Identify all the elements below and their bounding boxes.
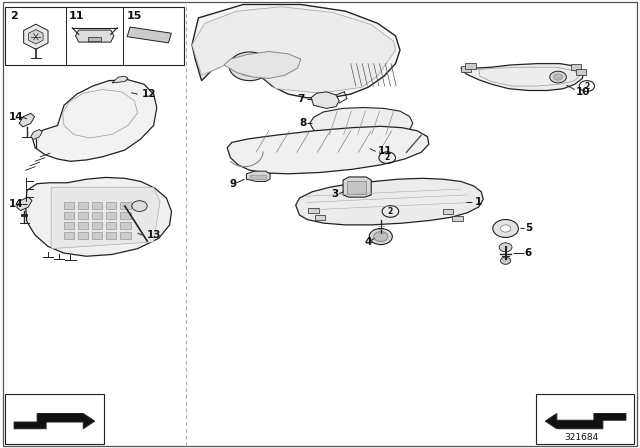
Polygon shape [246,171,270,181]
Polygon shape [545,414,626,429]
Bar [64,202,74,209]
Bar [5,394,104,444]
Bar [120,212,131,219]
Circle shape [236,56,264,76]
Text: 2: 2 [10,11,18,21]
Text: 6: 6 [525,248,532,258]
Bar [536,394,634,444]
Circle shape [374,232,388,241]
Text: 3: 3 [332,189,339,198]
Bar [106,222,116,229]
Text: 2: 2 [584,82,589,90]
Bar [88,37,101,41]
Text: 1: 1 [475,198,482,207]
Bar [92,212,102,219]
Bar [250,175,266,179]
Circle shape [132,201,147,211]
Bar [64,222,74,229]
Text: 14: 14 [8,199,23,209]
Text: 15: 15 [127,11,142,21]
Bar [78,212,88,219]
Bar [92,202,102,209]
Circle shape [554,74,563,80]
Text: 12: 12 [142,89,157,99]
Bar [443,209,453,214]
Polygon shape [343,177,371,197]
Text: 11: 11 [69,11,84,21]
Bar [106,212,116,219]
Text: 10: 10 [576,87,591,97]
Polygon shape [26,177,172,256]
Polygon shape [32,80,157,161]
Polygon shape [461,64,584,90]
Polygon shape [51,187,160,249]
Polygon shape [31,129,42,139]
Bar [64,212,74,219]
Polygon shape [192,4,400,99]
Polygon shape [192,7,396,93]
Polygon shape [76,30,114,42]
Bar [120,222,131,229]
Bar [106,202,116,209]
Polygon shape [224,52,301,78]
Polygon shape [461,66,471,72]
Polygon shape [571,64,581,70]
Circle shape [500,257,511,264]
Polygon shape [17,197,32,211]
Bar [452,216,463,221]
Polygon shape [19,113,35,127]
Bar [92,232,102,239]
Bar [120,202,131,209]
Circle shape [500,225,511,232]
Bar [347,181,366,194]
Bar [78,232,88,239]
Text: 7: 7 [298,95,305,104]
Text: 5: 5 [525,224,532,233]
Polygon shape [14,414,95,429]
Text: 321684: 321684 [564,433,598,442]
Bar [92,222,102,229]
Text: 4: 4 [365,237,372,247]
Polygon shape [127,27,172,43]
Polygon shape [296,178,483,225]
Bar [308,208,319,213]
Text: 8: 8 [300,118,307,128]
Text: 2: 2 [385,153,390,162]
Circle shape [493,220,518,237]
Bar [78,222,88,229]
Polygon shape [29,30,43,44]
Circle shape [550,71,566,83]
Polygon shape [112,76,128,83]
Polygon shape [227,126,429,174]
Polygon shape [310,108,413,138]
Polygon shape [24,24,48,49]
Polygon shape [576,69,586,75]
Bar [106,232,116,239]
Bar [78,202,88,209]
Bar [64,232,74,239]
Text: 2: 2 [388,207,393,216]
Polygon shape [465,63,476,69]
Circle shape [499,243,512,252]
Text: 13: 13 [147,230,162,240]
Text: 14: 14 [8,112,23,122]
Text: 9: 9 [229,179,236,189]
Bar [5,7,184,65]
Polygon shape [311,92,339,108]
Circle shape [229,52,270,81]
Bar [315,215,325,220]
Bar [120,232,131,239]
Circle shape [369,228,392,245]
Text: 11: 11 [378,146,392,156]
